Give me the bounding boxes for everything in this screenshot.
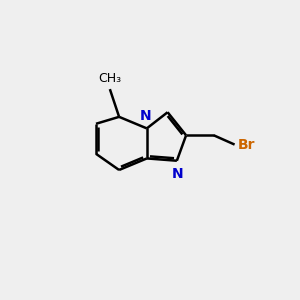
Text: Br: Br xyxy=(238,138,256,152)
Text: N: N xyxy=(140,109,152,123)
Text: CH₃: CH₃ xyxy=(98,72,122,85)
Text: N: N xyxy=(172,167,184,181)
